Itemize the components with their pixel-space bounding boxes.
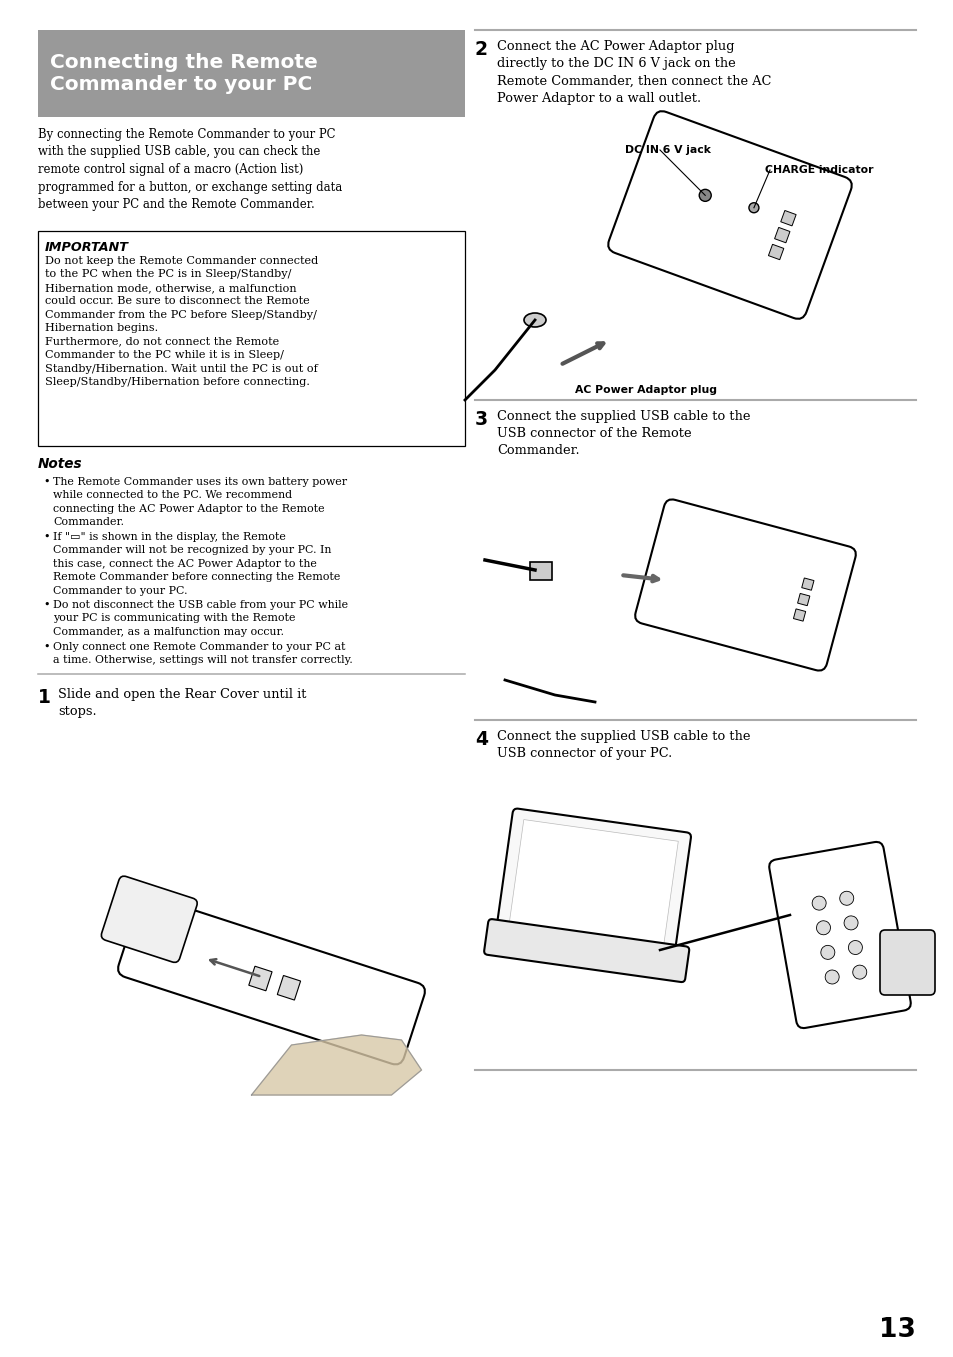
Bar (780, 210, 796, 225)
Text: Do not keep the Remote Commander connected
to the PC when the PC is in Sleep/Sta: Do not keep the Remote Commander connect… (45, 256, 318, 387)
Text: •: • (43, 532, 50, 541)
Circle shape (816, 921, 830, 935)
Circle shape (820, 946, 834, 959)
Ellipse shape (523, 313, 545, 327)
Text: 1: 1 (38, 688, 51, 707)
Text: 13: 13 (879, 1318, 915, 1343)
Circle shape (824, 970, 839, 984)
Text: Connect the AC Power Adaptor plug
directly to the DC IN 6 V jack on the
Remote C: Connect the AC Power Adaptor plug direct… (497, 39, 771, 104)
Bar (801, 578, 813, 590)
Text: Slide and open the Rear Cover until it
stops.: Slide and open the Rear Cover until it s… (58, 688, 306, 718)
Circle shape (839, 892, 853, 905)
Text: •: • (43, 600, 50, 611)
Text: 3: 3 (475, 410, 488, 429)
Circle shape (748, 202, 759, 213)
FancyBboxPatch shape (496, 809, 690, 957)
Text: By connecting the Remote Commander to your PC
with the supplied USB cable, you c: By connecting the Remote Commander to yo… (38, 128, 342, 210)
Circle shape (811, 896, 825, 911)
Text: 4: 4 (475, 730, 488, 749)
Text: CHARGE indicator: CHARGE indicator (764, 166, 873, 175)
Bar (530, 562, 552, 579)
Circle shape (843, 916, 857, 930)
Bar (797, 593, 809, 605)
Text: If "▭" is shown in the display, the Remote
Commander will not be recognized by y: If "▭" is shown in the display, the Remo… (53, 532, 340, 596)
Circle shape (847, 940, 862, 954)
Bar (774, 228, 789, 243)
Bar (793, 609, 805, 622)
Circle shape (852, 965, 866, 980)
Text: Connect the supplied USB cable to the
USB connector of your PC.: Connect the supplied USB cable to the US… (497, 730, 750, 760)
Bar (249, 966, 272, 991)
Text: Only connect one Remote Commander to your PC at
a time. Otherwise, settings will: Only connect one Remote Commander to you… (53, 642, 353, 665)
Bar (509, 820, 678, 946)
Text: The Remote Commander uses its own battery power
while connected to the PC. We re: The Remote Commander uses its own batter… (53, 478, 347, 528)
FancyBboxPatch shape (608, 111, 851, 319)
Circle shape (699, 190, 711, 201)
Text: IMPORTANT: IMPORTANT (45, 242, 129, 254)
Text: DC IN 6 V jack: DC IN 6 V jack (624, 145, 710, 155)
Text: •: • (43, 642, 50, 651)
FancyBboxPatch shape (101, 877, 197, 962)
Bar (38, 30, 464, 117)
FancyBboxPatch shape (879, 930, 934, 995)
FancyBboxPatch shape (484, 919, 688, 982)
Bar (38, 231, 464, 446)
FancyBboxPatch shape (768, 841, 910, 1029)
Text: Notes: Notes (38, 457, 83, 471)
FancyBboxPatch shape (635, 499, 855, 670)
Polygon shape (252, 1035, 421, 1095)
Bar (277, 976, 300, 1000)
Text: Do not disconnect the USB cable from your PC while
your PC is communicating with: Do not disconnect the USB cable from you… (53, 600, 348, 636)
Text: 2: 2 (475, 39, 488, 58)
Bar (767, 244, 783, 259)
Text: •: • (43, 478, 50, 487)
Text: Connecting the Remote
Commander to your PC: Connecting the Remote Commander to your … (50, 53, 317, 94)
FancyBboxPatch shape (118, 896, 424, 1064)
Text: AC Power Adaptor plug: AC Power Adaptor plug (575, 385, 717, 395)
Text: Connect the supplied USB cable to the
USB connector of the Remote
Commander.: Connect the supplied USB cable to the US… (497, 410, 750, 457)
